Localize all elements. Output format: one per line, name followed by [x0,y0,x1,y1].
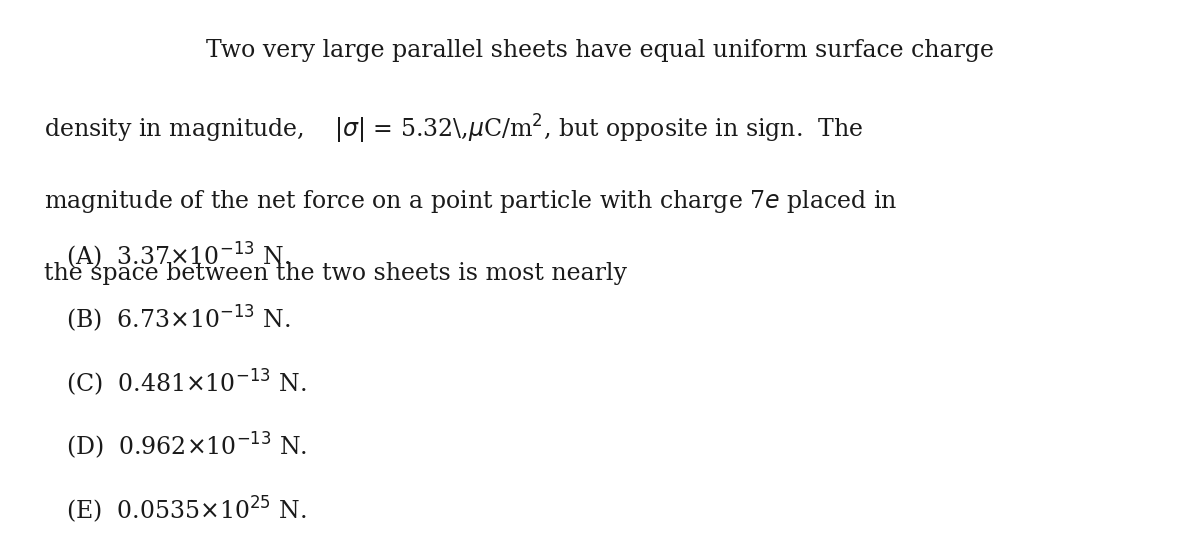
Text: (B)  6.73$\times$10$^{-13}$ N.: (B) 6.73$\times$10$^{-13}$ N. [66,304,290,335]
Text: density in magnitude,    $|\sigma|$ = 5.32\,$\mu$C/m$^2$, but opposite in sign. : density in magnitude, $|\sigma|$ = 5.32\… [44,113,864,146]
Text: Two very large parallel sheets have equal uniform surface charge: Two very large parallel sheets have equa… [206,39,994,62]
Text: (A)  3.37$\times$10$^{-13}$ N.: (A) 3.37$\times$10$^{-13}$ N. [66,240,290,271]
Text: magnitude of the net force on a point particle with charge 7$e$ placed in: magnitude of the net force on a point pa… [44,188,898,215]
Text: (C)  0.481$\times$10$^{-13}$ N.: (C) 0.481$\times$10$^{-13}$ N. [66,367,306,398]
Text: (D)  0.962$\times$10$^{-13}$ N.: (D) 0.962$\times$10$^{-13}$ N. [66,431,307,461]
Text: the space between the two sheets is most nearly: the space between the two sheets is most… [44,262,628,285]
Text: (E)  0.0535$\times$10$^{25}$ N.: (E) 0.0535$\times$10$^{25}$ N. [66,494,307,525]
